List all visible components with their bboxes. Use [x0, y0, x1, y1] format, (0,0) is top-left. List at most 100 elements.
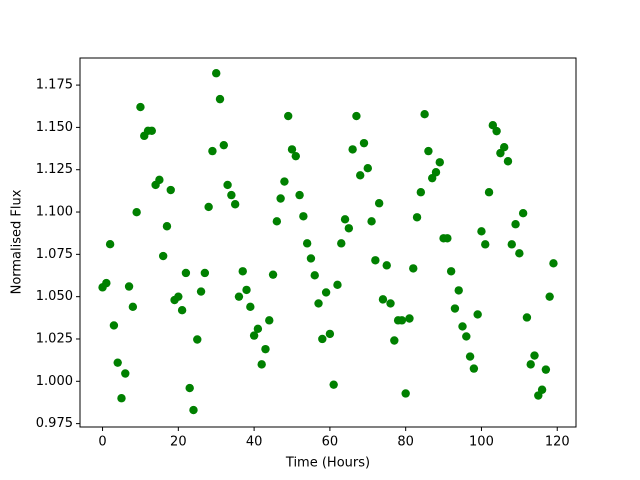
data-point	[109, 321, 119, 330]
data-point	[359, 138, 369, 148]
x-tick-label: 60	[322, 435, 339, 450]
data-point	[185, 383, 194, 393]
y-tick-label: 1.175	[36, 78, 73, 93]
data-point	[242, 285, 251, 295]
y-tick-label: 1.025	[36, 331, 73, 346]
x-tick-label: 0	[98, 435, 106, 450]
data-point	[515, 249, 524, 258]
data-point	[223, 180, 232, 190]
data-point	[518, 209, 528, 218]
data-point	[268, 270, 278, 279]
data-point	[412, 213, 422, 222]
data-point	[306, 254, 316, 263]
data-point	[352, 111, 361, 121]
x-axis-label: Time (Hours)	[285, 456, 370, 471]
data-point	[162, 222, 172, 231]
data-point	[287, 145, 297, 154]
data-point	[219, 140, 228, 150]
data-point	[454, 286, 463, 295]
data-point	[128, 302, 138, 312]
data-point	[390, 336, 399, 345]
data-point	[522, 313, 532, 322]
data-point	[105, 239, 115, 249]
data-point	[397, 316, 407, 325]
data-point	[374, 199, 384, 208]
data-point	[424, 146, 433, 156]
y-axis-label: Normalised Flux	[10, 189, 25, 294]
data-point	[526, 360, 535, 369]
data-point	[284, 111, 293, 121]
data-point	[545, 292, 554, 301]
x-tick-label: 120	[545, 435, 570, 450]
data-point	[473, 310, 482, 319]
data-point	[261, 344, 270, 354]
data-point	[337, 239, 346, 248]
data-point	[537, 385, 547, 394]
data-point	[416, 188, 426, 197]
data-point	[166, 185, 175, 195]
data-point	[431, 168, 441, 177]
x-tick-label: 100	[469, 435, 494, 450]
data-point	[549, 259, 558, 268]
data-point	[257, 360, 266, 369]
data-point	[462, 332, 471, 341]
data-point	[499, 143, 509, 152]
data-point	[333, 280, 342, 290]
data-point	[291, 151, 300, 161]
y-tick-label: 1.000	[36, 374, 73, 389]
y-tick-label: 1.150	[36, 120, 73, 135]
data-point	[310, 271, 319, 280]
data-point	[249, 331, 259, 340]
data-point	[280, 177, 289, 186]
data-point	[177, 306, 187, 315]
data-point	[215, 94, 225, 104]
data-point	[386, 299, 395, 308]
y-tick-label: 1.075	[36, 247, 73, 262]
data-point	[340, 215, 350, 224]
data-point	[189, 405, 198, 415]
data-point	[378, 295, 388, 304]
data-point	[465, 352, 475, 361]
data-point	[511, 220, 520, 229]
data-point	[113, 358, 122, 367]
data-point	[234, 292, 244, 301]
data-point	[314, 299, 323, 308]
data-point	[272, 217, 282, 226]
data-point	[155, 175, 164, 185]
data-point	[299, 212, 308, 221]
data-point	[492, 126, 501, 136]
data-point	[208, 146, 217, 156]
data-point	[136, 102, 145, 112]
data-point	[507, 240, 516, 249]
data-point	[503, 157, 513, 166]
data-point	[458, 322, 467, 331]
y-tick-label: 1.050	[36, 289, 73, 304]
data-point	[367, 217, 376, 226]
x-tick-label: 20	[170, 435, 187, 450]
data-point	[212, 69, 221, 78]
data-point	[541, 365, 551, 374]
data-point	[227, 190, 236, 200]
data-point	[276, 194, 285, 203]
data-point	[124, 282, 134, 291]
data-point	[484, 188, 494, 197]
data-point	[318, 334, 327, 344]
data-point	[181, 268, 191, 278]
data-point	[196, 287, 206, 296]
data-point	[450, 304, 460, 313]
data-point	[174, 292, 183, 301]
data-point	[420, 109, 429, 119]
data-point	[121, 369, 130, 378]
data-point	[371, 256, 380, 265]
data-point	[200, 268, 210, 278]
data-point	[329, 380, 338, 389]
data-point	[477, 227, 486, 236]
data-point	[321, 288, 331, 297]
data-point	[302, 239, 312, 248]
data-point	[204, 202, 213, 212]
data-point	[102, 278, 111, 288]
data-point	[158, 251, 168, 261]
data-point	[132, 208, 141, 217]
